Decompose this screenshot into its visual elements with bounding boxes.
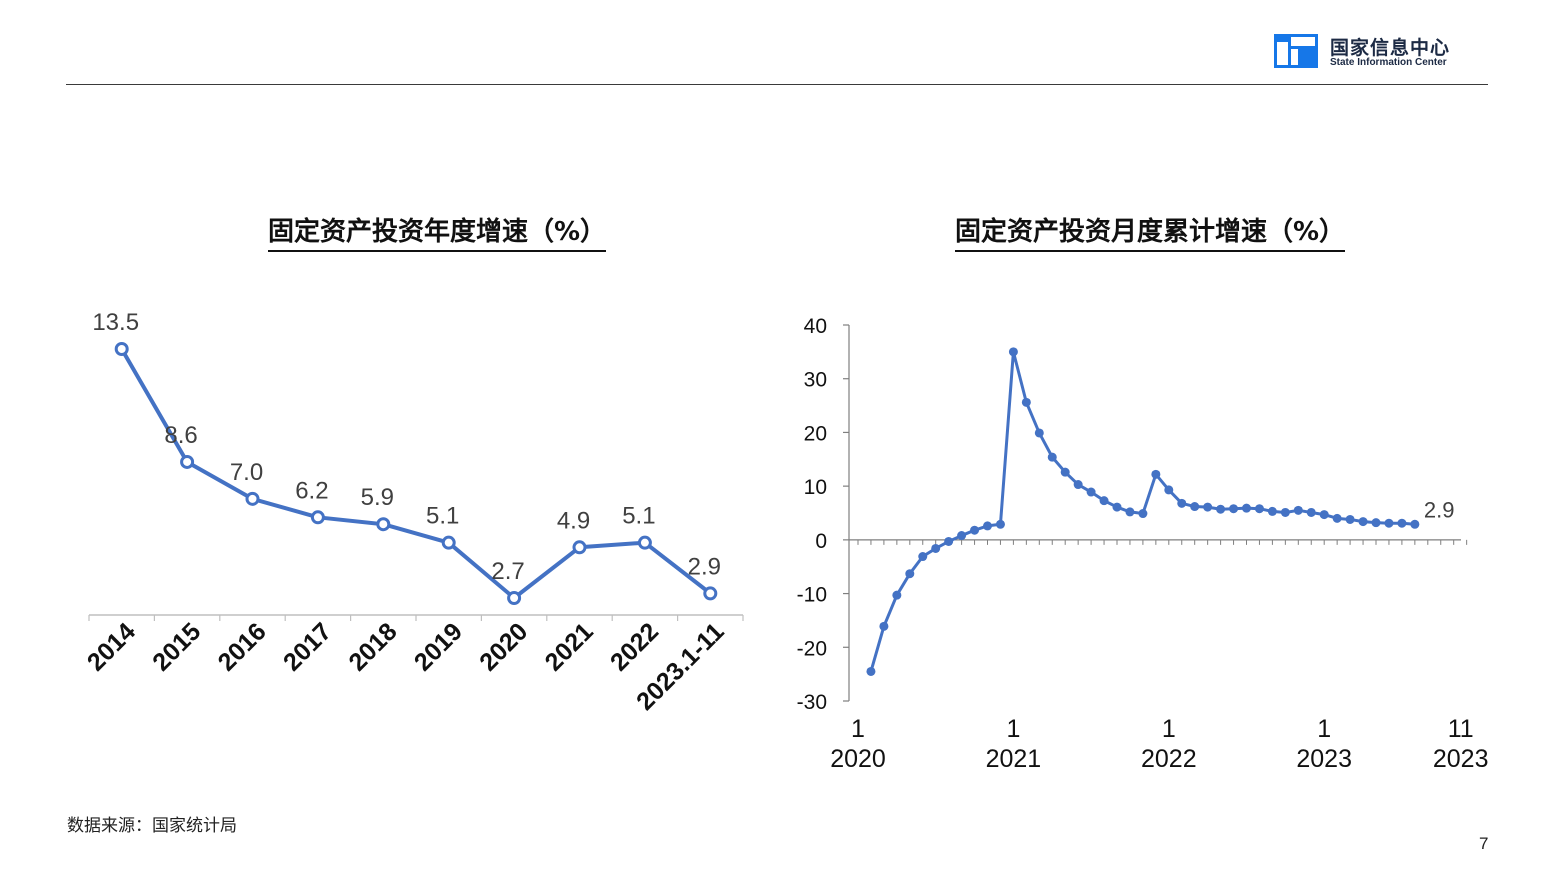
y-tick-label: 0 [815, 530, 827, 553]
data-label: 2.7 [491, 558, 524, 585]
data-point-marker [1229, 504, 1239, 514]
annual-growth-line [119, 347, 712, 600]
page-number: 7 [1479, 834, 1489, 853]
data-point-marker [245, 491, 260, 506]
data-point-marker [180, 454, 195, 469]
data-point-marker [1047, 452, 1057, 462]
data-point-marker [1306, 507, 1316, 517]
y-tick-label: -30 [797, 691, 827, 714]
data-point-marker [1138, 509, 1148, 519]
data-label: 6.2 [295, 477, 328, 504]
data-point-marker [1099, 496, 1109, 506]
data-point-marker [1164, 485, 1174, 495]
data-point-marker [441, 535, 456, 550]
data-point-marker [1125, 507, 1135, 517]
data-point-marker [1410, 519, 1420, 529]
end-value-label: 2.9 [1424, 497, 1455, 522]
data-point-marker [1086, 487, 1096, 497]
y-tick-label: 40 [804, 315, 827, 338]
x-tick-label-year: 2023 [1296, 745, 1352, 773]
logo-english-text: State Information Center [1330, 57, 1447, 68]
data-point-marker [957, 531, 967, 541]
data-point-marker [703, 586, 718, 601]
data-point-marker [1073, 480, 1083, 490]
state-information-center-logo-icon [1274, 34, 1318, 68]
x-tick-label-month: 1 [851, 715, 865, 743]
data-point-marker [1358, 517, 1368, 527]
logo: 国家信息中心 State Information Center [1274, 34, 1490, 74]
data-point-marker [892, 590, 902, 600]
data-point-marker [905, 569, 915, 579]
data-point-marker [970, 525, 980, 535]
annual-chart-title: 固定资产投资年度增速（%） [268, 216, 607, 252]
data-label: 5.1 [622, 503, 655, 530]
x-tick-label-month: 1 [1006, 715, 1020, 743]
data-point-marker [918, 552, 928, 562]
data-point-marker [1034, 428, 1044, 438]
x-tick-label-month: 1 [1162, 715, 1176, 743]
data-point-marker [995, 519, 1005, 529]
data-point-marker [1216, 504, 1226, 514]
data-label: 13.5 [92, 309, 139, 336]
data-point-marker [1371, 518, 1381, 528]
data-point-marker [1177, 498, 1187, 508]
data-point-marker [572, 540, 587, 555]
data-point-marker [1112, 502, 1122, 512]
data-label: 2.9 [688, 553, 721, 580]
data-point-marker [1319, 510, 1329, 520]
data-point-marker [1008, 347, 1018, 357]
y-tick-label: -10 [797, 584, 827, 607]
x-tick-label-year: 2021 [986, 745, 1042, 773]
data-point-marker [1280, 507, 1290, 517]
y-tick-label: 10 [804, 476, 827, 499]
x-tick-label-month: 11 [1448, 715, 1474, 743]
data-point-marker [1203, 502, 1213, 512]
data-point-marker [114, 342, 129, 356]
data-point-marker [310, 510, 325, 525]
header-divider [66, 84, 1488, 85]
data-point-marker [1345, 514, 1355, 524]
y-tick-label: 20 [804, 422, 827, 445]
data-point-marker [944, 536, 954, 546]
data-label: 5.1 [426, 503, 459, 530]
data-source-note: 数据来源：国家统计局 [67, 816, 237, 836]
logo-chinese-text: 国家信息中心 [1330, 37, 1451, 59]
data-point-marker [1060, 467, 1070, 477]
y-tick-label: -20 [797, 637, 827, 660]
data-point-marker [1332, 513, 1342, 523]
data-point-marker [1151, 469, 1161, 479]
data-point-marker [1384, 518, 1394, 528]
x-tick-label-year: 2022 [1141, 745, 1197, 773]
data-point-marker [1021, 397, 1031, 407]
data-point-marker [866, 666, 876, 676]
monthly-chart-title: 固定资产投资月度累计增速（%） [955, 216, 1346, 252]
data-point-marker [879, 621, 889, 631]
data-point-marker [1190, 502, 1200, 512]
data-point-marker [1242, 503, 1251, 513]
data-point-marker [507, 591, 522, 605]
data-point-marker [931, 543, 941, 553]
data-label: 5.9 [361, 484, 394, 511]
data-point-marker [1254, 504, 1264, 514]
data-point-marker [1267, 506, 1277, 516]
data-point-marker [1397, 518, 1407, 528]
data-label: 7.0 [230, 459, 263, 486]
x-tick-label-year: 2020 [830, 745, 886, 773]
x-tick-label-year: 2023 [1433, 745, 1489, 773]
data-label: 4.9 [557, 507, 590, 534]
data-point-marker [1293, 505, 1303, 515]
y-tick-label: 30 [804, 369, 827, 392]
data-point-marker [376, 517, 391, 532]
x-tick-label-month: 1 [1317, 715, 1331, 743]
data-label: 8.6 [164, 422, 197, 449]
data-point-marker [637, 535, 652, 550]
data-point-marker [983, 521, 992, 531]
